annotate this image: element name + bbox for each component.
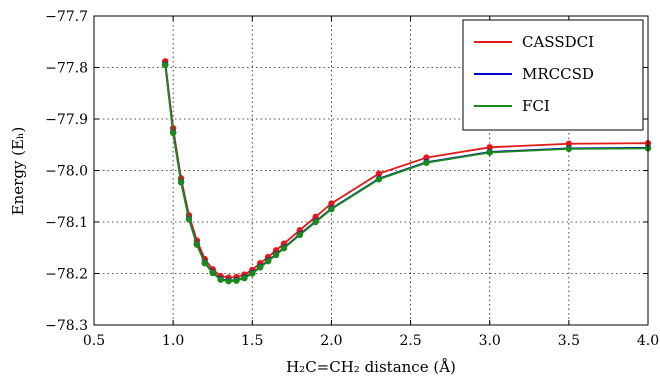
y-tick-label: −78.2 bbox=[45, 267, 88, 283]
x-tick-label: 3.0 bbox=[479, 333, 501, 349]
x-tick-label: 0.5 bbox=[83, 333, 105, 349]
y-tick-label: −77.8 bbox=[45, 61, 88, 77]
data-point-fci bbox=[241, 274, 248, 282]
data-point-fci bbox=[162, 61, 169, 69]
series-fci bbox=[162, 61, 652, 285]
x-tick-label: 4.0 bbox=[637, 333, 659, 349]
data-point-fci bbox=[296, 231, 303, 239]
legend-label-cassdci: CASSDCI bbox=[522, 33, 594, 51]
series-layer bbox=[162, 58, 652, 285]
data-point-cassdci bbox=[312, 213, 319, 221]
series-line-fci bbox=[164, 64, 649, 283]
data-point-fci bbox=[257, 264, 264, 271]
data-point-fci bbox=[328, 205, 335, 213]
data-point-fci bbox=[233, 277, 240, 284]
data-point-fci bbox=[565, 145, 573, 153]
legend-label-fci: FCI bbox=[522, 97, 550, 115]
data-point-fci bbox=[177, 179, 185, 186]
x-tick-label: 1.5 bbox=[241, 333, 263, 349]
data-point-fci bbox=[209, 269, 216, 277]
legend: CASSDCI MRCCSD FCI bbox=[462, 19, 644, 131]
data-point-fci bbox=[169, 129, 177, 137]
data-point-fci bbox=[486, 149, 493, 156]
data-point-cassdci bbox=[565, 140, 573, 147]
data-point-cassdci bbox=[375, 170, 383, 177]
x-tick-label: 2.5 bbox=[399, 333, 421, 349]
x-tick-label: 2.0 bbox=[320, 333, 342, 349]
data-point-fci bbox=[201, 260, 208, 267]
data-point-fci bbox=[264, 257, 272, 265]
data-point-fci bbox=[280, 245, 288, 252]
x-tick-label: 3.5 bbox=[558, 333, 580, 349]
y-tick-label: −78.3 bbox=[45, 318, 88, 334]
data-point-fci bbox=[312, 218, 319, 226]
data-point-fci bbox=[225, 278, 232, 285]
data-point-cassdci bbox=[486, 144, 493, 151]
series-line-cassdci bbox=[164, 61, 649, 279]
data-point-fci bbox=[272, 251, 280, 259]
data-point-fci bbox=[423, 159, 430, 166]
data-point-fci bbox=[185, 216, 193, 223]
legend-label-mrccsd: MRCCSD bbox=[522, 65, 594, 83]
data-point-cassdci bbox=[328, 200, 335, 207]
y-tick-label: −78.1 bbox=[45, 215, 88, 231]
data-point-fci bbox=[249, 270, 256, 277]
y-tick-label: −77.7 bbox=[45, 9, 88, 25]
y-tick-label: −77.9 bbox=[45, 112, 88, 128]
y-axis-label: Energy (Eₕ) bbox=[9, 127, 27, 216]
data-point-cassdci bbox=[423, 154, 430, 161]
axis-ticks: 0.5 1.0 1.5 2.0 2.5 3.0 3.5 4.0 −77.7 −77.8 −77.9 −… bbox=[45, 9, 659, 349]
x-axis-label: H₂C=CH₂ distance (Å) bbox=[286, 358, 456, 376]
data-point-fci bbox=[217, 276, 224, 283]
y-tick-label: −78.0 bbox=[45, 164, 88, 180]
x-tick-label: 1.0 bbox=[162, 333, 184, 349]
data-point-fci bbox=[375, 176, 383, 183]
data-point-fci bbox=[193, 241, 201, 248]
